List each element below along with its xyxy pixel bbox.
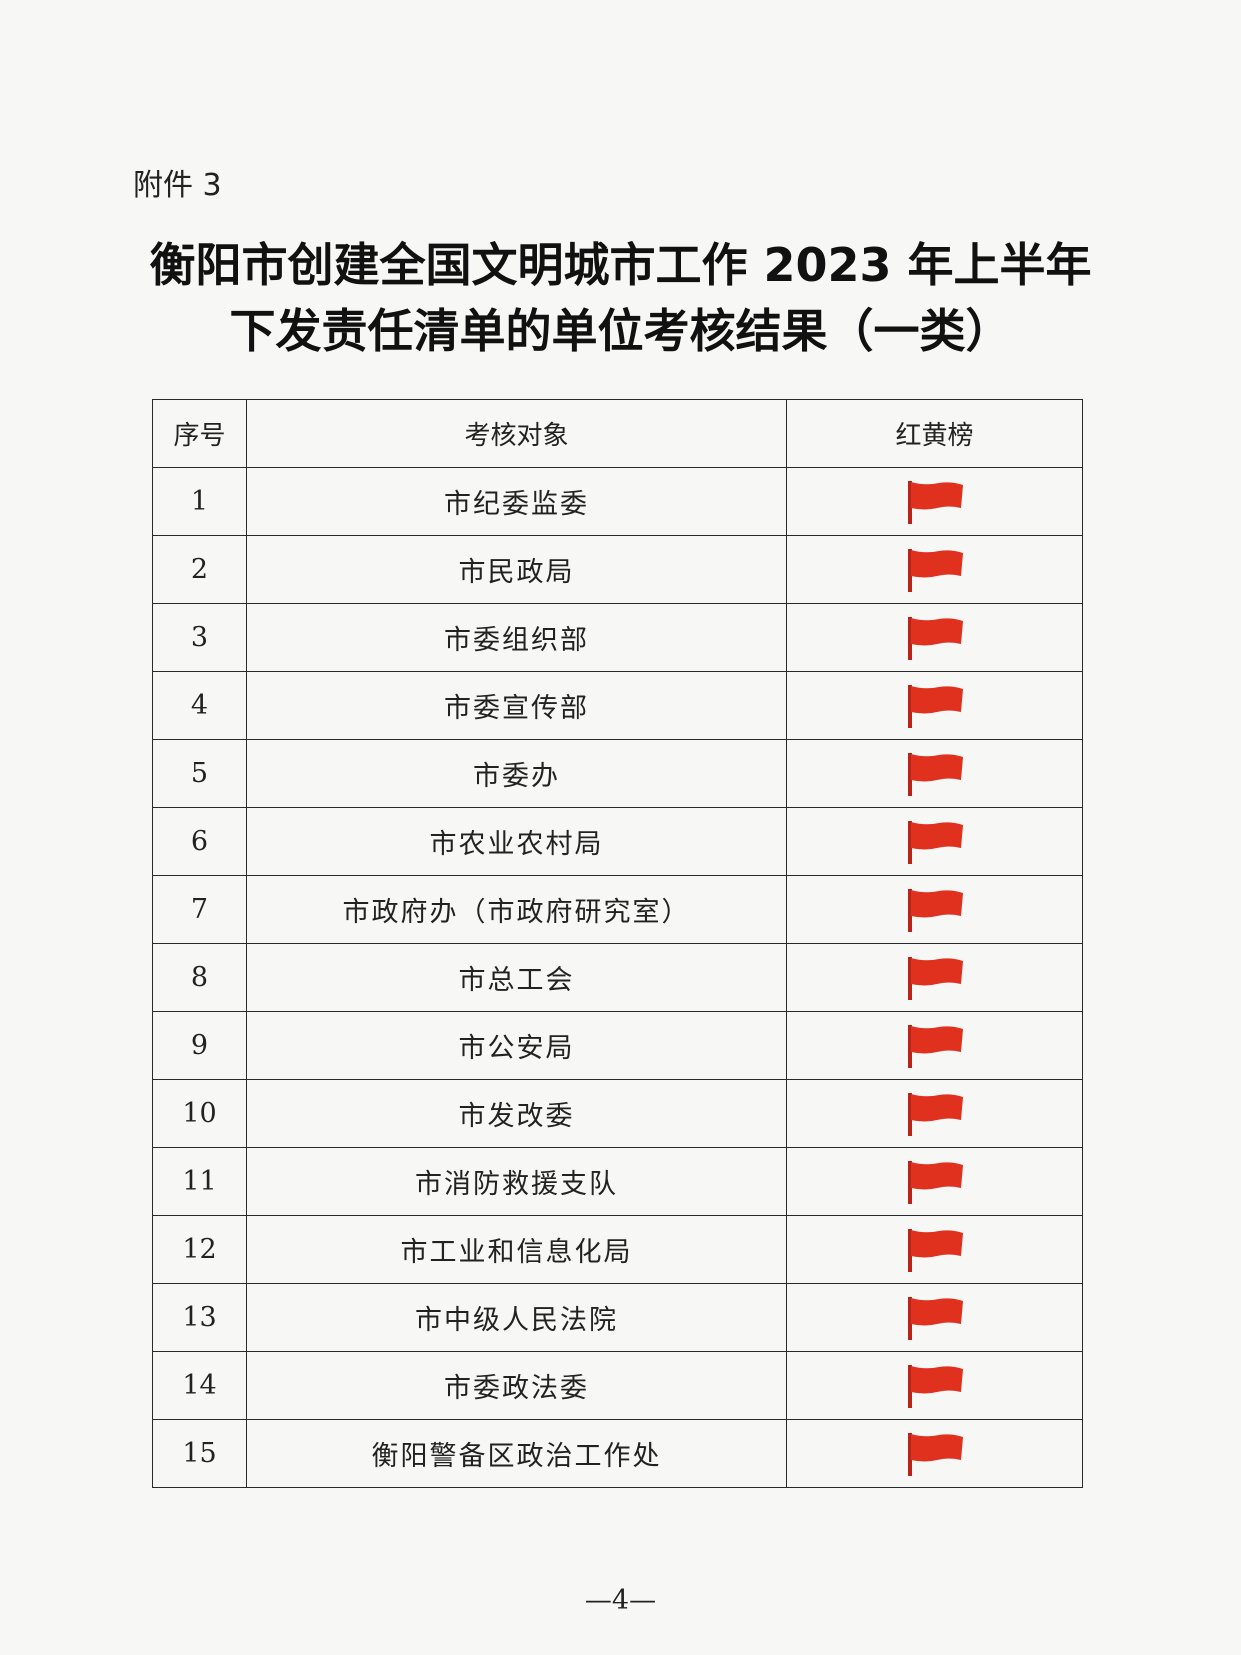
row-unit: 市消防救援支队 [246,1147,787,1216]
row-ranking [786,467,1083,536]
table-row: 6 市农业农村局 [152,807,1083,876]
row-unit: 市中级人民法院 [246,1283,787,1352]
row-index: 9 [152,1011,247,1080]
row-index: 2 [152,535,247,604]
red-flag-icon [903,751,967,797]
table-row: 14 市委政法委 [152,1351,1083,1420]
row-ranking [786,603,1083,672]
row-index: 6 [152,807,247,876]
row-unit: 市政府办（市政府研究室） [246,875,787,944]
row-ranking [786,1011,1083,1080]
row-ranking [786,671,1083,740]
row-ranking [786,1419,1083,1488]
table-row: 9 市公安局 [152,1011,1083,1080]
table-row: 3 市委组织部 [152,603,1083,672]
results-table: 序号 考核对象 红黄榜 1 市纪委监委 2 市民政局 3 市委组织部 4 市委宣传部 5 市委办 6… [152,399,1083,1488]
row-unit: 市民政局 [246,535,787,604]
red-flag-icon [903,819,967,865]
table-header-row: 序号 考核对象 红黄榜 [152,399,1083,468]
row-index: 14 [152,1351,247,1420]
red-flag-icon [903,547,967,593]
header-unit: 考核对象 [246,399,787,468]
red-flag-icon [903,615,967,661]
red-flag-icon [903,1159,967,1205]
row-unit: 市公安局 [246,1011,787,1080]
row-ranking [786,739,1083,808]
table-row: 12 市工业和信息化局 [152,1215,1083,1284]
row-unit: 市工业和信息化局 [246,1215,787,1284]
row-index: 1 [152,467,247,536]
row-ranking [786,1283,1083,1352]
row-index: 12 [152,1215,247,1284]
row-ranking [786,1079,1083,1148]
page-number: —4— [584,1585,657,1616]
red-flag-icon [903,887,967,933]
table-row: 8 市总工会 [152,943,1083,1012]
table-row: 10 市发改委 [152,1079,1083,1148]
row-index: 10 [152,1079,247,1148]
row-index: 11 [152,1147,247,1216]
document-title: 衡阳市创建全国文明城市工作 2023 年上半年 下发责任清单的单位考核结果（一类… [0,232,1241,364]
red-flag-icon [903,1431,967,1477]
red-flag-icon [903,1091,967,1137]
header-ranking: 红黄榜 [786,399,1083,468]
row-index: 7 [152,875,247,944]
red-flag-icon [903,955,967,1001]
title-line-1: 衡阳市创建全国文明城市工作 2023 年上半年 [149,238,1092,292]
row-unit: 市农业农村局 [246,807,787,876]
red-flag-icon [903,683,967,729]
row-index: 8 [152,943,247,1012]
table-row: 15 衡阳警备区政治工作处 [152,1419,1083,1488]
row-unit: 市委组织部 [246,603,787,672]
row-ranking [786,1147,1083,1216]
red-flag-icon [903,1363,967,1409]
row-index: 4 [152,671,247,740]
row-unit: 市总工会 [246,943,787,1012]
row-ranking [786,807,1083,876]
red-flag-icon [903,1227,967,1273]
row-unit: 市委政法委 [246,1351,787,1420]
table-row: 4 市委宣传部 [152,671,1083,740]
row-ranking [786,1351,1083,1420]
title-line-2: 下发责任清单的单位考核结果（一类） [229,304,1012,358]
row-ranking [786,875,1083,944]
table-row: 5 市委办 [152,739,1083,808]
row-index: 13 [152,1283,247,1352]
header-index: 序号 [152,399,247,468]
row-index: 5 [152,739,247,808]
row-index: 15 [152,1419,247,1488]
table-row: 2 市民政局 [152,535,1083,604]
row-index: 3 [152,603,247,672]
row-ranking [786,1215,1083,1284]
row-unit: 市委办 [246,739,787,808]
row-ranking [786,535,1083,604]
table-row: 7 市政府办（市政府研究室） [152,875,1083,944]
red-flag-icon [903,1295,967,1341]
row-unit: 市发改委 [246,1079,787,1148]
row-unit: 衡阳警备区政治工作处 [246,1419,787,1488]
row-unit: 市纪委监委 [246,467,787,536]
attachment-label: 附件 3 [133,168,222,203]
red-flag-icon [903,479,967,525]
red-flag-icon [903,1023,967,1069]
table-row: 11 市消防救援支队 [152,1147,1083,1216]
row-ranking [786,943,1083,1012]
table-row: 1 市纪委监委 [152,467,1083,536]
table-row: 13 市中级人民法院 [152,1283,1083,1352]
row-unit: 市委宣传部 [246,671,787,740]
